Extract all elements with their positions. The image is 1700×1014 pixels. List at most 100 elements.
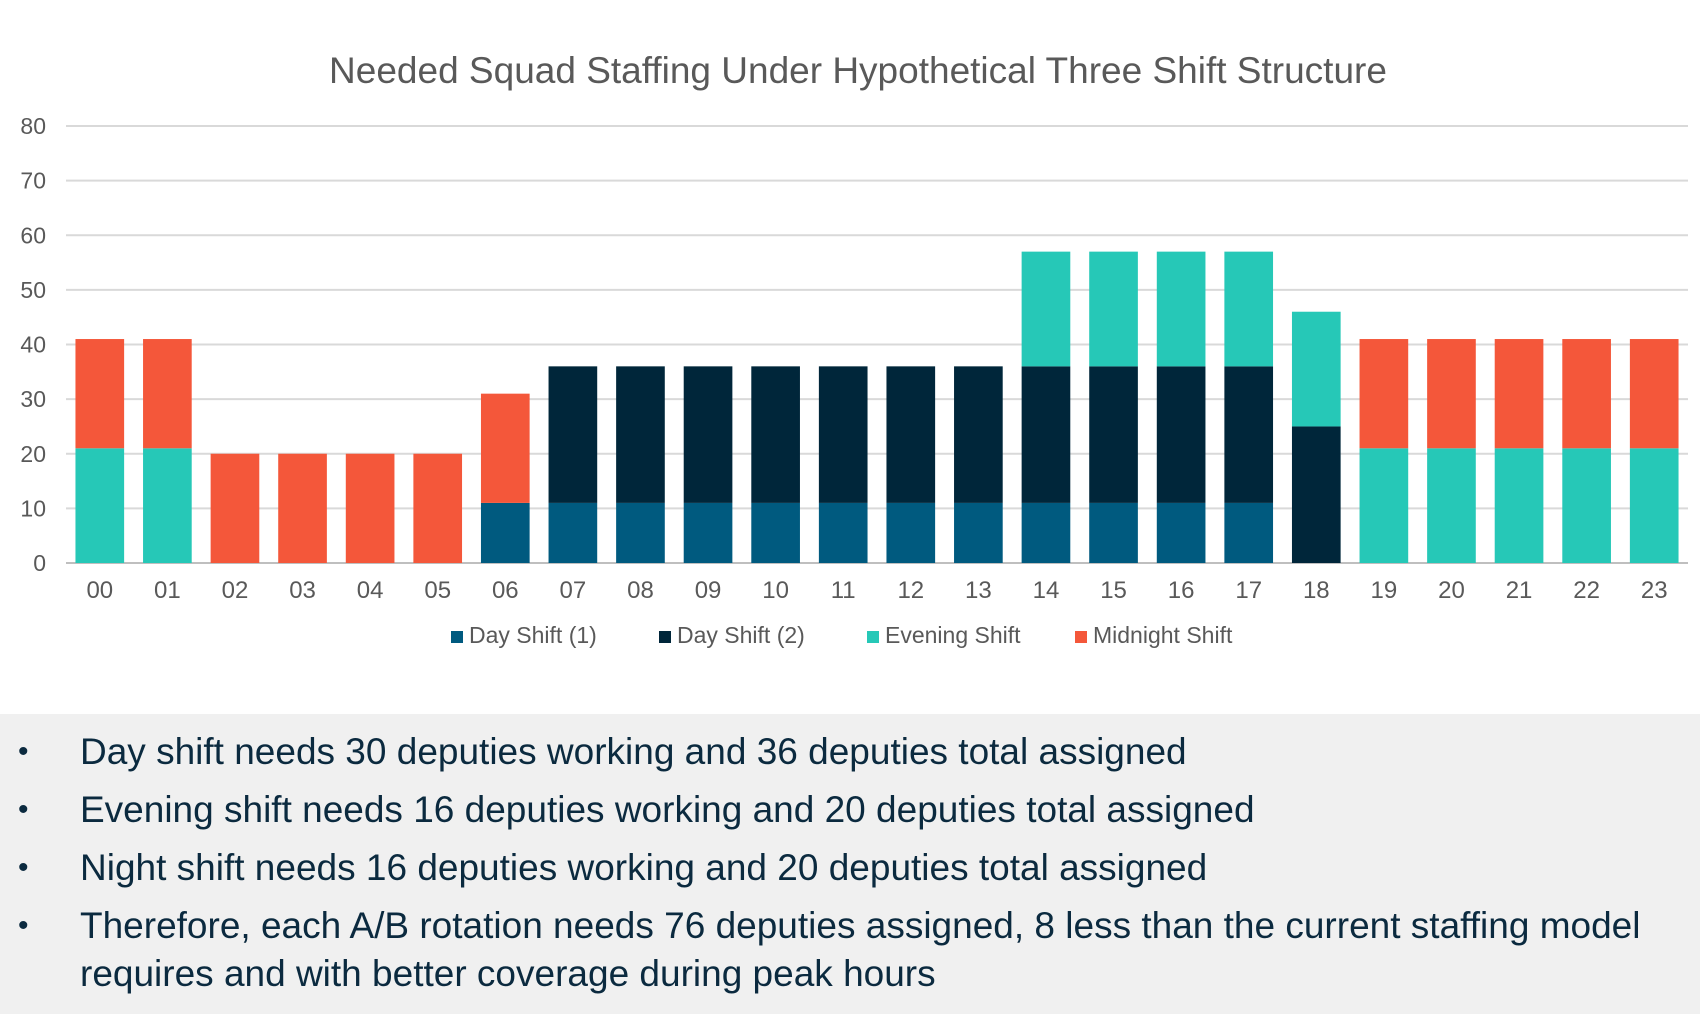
x-tick-label: 07 [560, 577, 587, 604]
bullet-item: • Night shift needs 16 deputies working … [0, 844, 1700, 892]
bullet-list: • Day shift needs 30 deputies working an… [0, 714, 1700, 998]
y-tick-label: 0 [33, 550, 46, 576]
bar-segment-evening-shift [143, 448, 192, 563]
stacked-bar-chart: Needed Squad Staffing Under Hypothetical… [20, 50, 1688, 648]
bar-segment-midnight-shift [143, 339, 192, 449]
bar-segment-midnight-shift [1494, 339, 1544, 449]
bar-segment-day-shift-1 [616, 502, 665, 563]
legend-swatch [867, 631, 879, 643]
x-tick-label: 11 [831, 577, 856, 604]
x-tick-label: 21 [1506, 577, 1533, 604]
y-tick-label: 70 [20, 168, 46, 194]
legend-label: Evening Shift [885, 622, 1021, 648]
bar-segment-day-shift-2 [1156, 366, 1206, 503]
bullet-text: Therefore, each A/B rotation needs 76 de… [80, 905, 1641, 994]
bar-segment-day-shift-1 [751, 502, 800, 563]
y-tick-label: 80 [20, 113, 46, 139]
x-tick-label: 14 [1033, 577, 1060, 604]
bar-segment-day-shift-1 [954, 502, 1003, 563]
x-tick-label: 15 [1100, 577, 1127, 604]
bar-segment-midnight-shift [1562, 339, 1611, 449]
bar-segment-day-shift-1 [818, 502, 868, 563]
bar-segment-day-shift-2 [886, 366, 936, 503]
bar-segment-day-shift-2 [1224, 366, 1274, 503]
bar-segment-day-shift-1 [683, 502, 733, 563]
bar-segment-midnight-shift [75, 339, 125, 449]
x-tick-label: 01 [154, 577, 181, 604]
bar-segment-midnight-shift [1427, 339, 1476, 449]
bar-segment-day-shift-1 [886, 502, 936, 563]
bar-segment-day-shift-2 [954, 366, 1003, 503]
bar-segment-midnight-shift [345, 453, 395, 563]
bar-segment-evening-shift [1427, 448, 1476, 563]
bar-segment-day-shift-2 [616, 366, 665, 503]
x-tick-label: 12 [897, 577, 924, 604]
legend-label: Day Shift (1) [469, 622, 597, 648]
y-tick-label: 60 [20, 222, 46, 248]
x-tick-label: 19 [1371, 577, 1398, 604]
x-tick-label: 13 [965, 577, 992, 604]
bullet-dot-icon: • [18, 735, 29, 768]
x-tick-label: 05 [424, 577, 451, 604]
legend-swatch [451, 631, 463, 643]
x-tick-label: 08 [627, 577, 654, 604]
bullet-dot-icon: • [18, 909, 29, 942]
legend-label: Midnight Shift [1093, 622, 1233, 648]
x-tick-label: 17 [1235, 577, 1262, 604]
bar-segment-day-shift-2 [683, 366, 733, 503]
bar-segment-midnight-shift [480, 393, 530, 503]
bar-segment-evening-shift [1021, 251, 1071, 367]
bar-segment-evening-shift [1089, 251, 1138, 367]
bar-segment-evening-shift [1224, 251, 1274, 367]
y-tick-label: 10 [20, 495, 46, 521]
x-tick-label: 00 [86, 577, 113, 604]
bar-segment-day-shift-2 [1291, 426, 1341, 563]
bar-segment-evening-shift [1562, 448, 1611, 563]
y-tick-label: 30 [20, 386, 46, 412]
bar-segment-day-shift-2 [751, 366, 800, 503]
bar-segment-day-shift-1 [480, 502, 530, 563]
x-tick-label: 04 [357, 577, 384, 604]
bar-segment-day-shift-1 [1224, 502, 1274, 563]
x-tick-label: 20 [1438, 577, 1465, 604]
legend-swatch [659, 631, 671, 643]
bar-segment-evening-shift [1291, 311, 1341, 427]
x-tick-label: 23 [1641, 577, 1668, 604]
bullets-panel: • Day shift needs 30 deputies working an… [0, 714, 1700, 1014]
x-tick-label: 22 [1573, 577, 1600, 604]
x-tick-label: 03 [289, 577, 316, 604]
bar-segment-evening-shift [1629, 448, 1679, 563]
bar-segment-midnight-shift [278, 453, 327, 563]
bar-segment-evening-shift [1156, 251, 1206, 367]
chart-area: Needed Squad Staffing Under Hypothetical… [20, 50, 1688, 648]
bar-segment-midnight-shift [1629, 339, 1679, 449]
bullet-item: • Evening shift needs 16 deputies workin… [0, 786, 1700, 834]
legend-swatch [1075, 631, 1087, 643]
bar-segment-day-shift-1 [1156, 502, 1206, 563]
x-tick-label: 09 [695, 577, 722, 604]
bullet-item: • Therefore, each A/B rotation needs 76 … [0, 902, 1700, 998]
bullet-item: • Day shift needs 30 deputies working an… [0, 728, 1700, 776]
bar-segment-day-shift-2 [548, 366, 598, 503]
bullet-dot-icon: • [18, 793, 29, 826]
bar-segment-day-shift-2 [1021, 366, 1071, 503]
bullet-text: Night shift needs 16 deputies working an… [80, 847, 1208, 888]
x-tick-label: 10 [762, 577, 789, 604]
y-tick-label: 40 [20, 332, 46, 358]
bar-segment-day-shift-1 [548, 502, 598, 563]
bar-segment-day-shift-2 [818, 366, 868, 503]
x-tick-label: 16 [1168, 577, 1195, 604]
bar-segment-midnight-shift [1359, 339, 1409, 449]
bar-segment-evening-shift [1359, 448, 1409, 563]
bullet-dot-icon: • [18, 851, 29, 884]
bullet-text: Day shift needs 30 deputies working and … [80, 731, 1187, 772]
chart-title: Needed Squad Staffing Under Hypothetical… [329, 50, 1387, 91]
bar-segment-midnight-shift [210, 453, 260, 563]
x-tick-label: 18 [1303, 577, 1330, 604]
bar-segment-day-shift-1 [1089, 502, 1138, 563]
bar-segment-day-shift-1 [1021, 502, 1071, 563]
y-tick-label: 50 [20, 277, 46, 303]
x-tick-label: 06 [492, 577, 519, 604]
bullet-text: Evening shift needs 16 deputies working … [80, 789, 1255, 830]
